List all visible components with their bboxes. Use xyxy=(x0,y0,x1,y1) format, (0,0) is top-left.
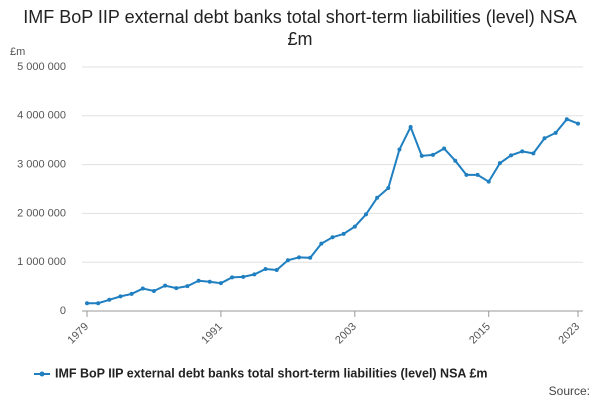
chart-title: IMF BoP IIP external debt banks total sh… xyxy=(23,7,577,49)
point xyxy=(553,130,558,135)
y-tick-label: 3 000 000 xyxy=(17,159,66,171)
point xyxy=(85,301,89,306)
point xyxy=(363,212,368,217)
y-tick-label: 2 000 000 xyxy=(17,207,66,219)
point xyxy=(230,275,235,280)
point xyxy=(319,241,324,246)
legend-label: IMF BoP IIP external debt banks total sh… xyxy=(55,366,488,380)
legend-marker xyxy=(39,371,45,377)
point xyxy=(564,117,569,122)
point xyxy=(509,153,514,158)
point xyxy=(408,125,413,130)
x-tick-label: 1979 xyxy=(65,321,91,347)
point xyxy=(151,288,156,293)
point xyxy=(285,258,290,263)
line xyxy=(86,118,579,305)
point xyxy=(196,278,201,283)
point xyxy=(218,281,223,286)
point xyxy=(107,297,112,302)
point xyxy=(241,274,246,279)
source: Source: xyxy=(549,384,590,398)
point xyxy=(118,294,123,299)
point xyxy=(386,186,391,191)
point xyxy=(263,267,268,272)
x-tick-label: 2003 xyxy=(333,321,359,347)
point xyxy=(341,231,346,236)
point xyxy=(140,286,145,291)
x-tick-label: 2023 xyxy=(556,321,582,347)
x-tick-label: 2015 xyxy=(467,321,493,347)
point xyxy=(274,268,279,273)
x-tick-label: 1991 xyxy=(199,321,225,347)
point xyxy=(397,147,402,152)
point xyxy=(542,136,547,141)
point xyxy=(497,161,502,166)
point xyxy=(352,224,357,229)
point xyxy=(520,149,525,154)
point xyxy=(163,283,168,288)
point xyxy=(129,291,134,296)
y-tick-label: 4 000 000 xyxy=(17,110,66,122)
y-tick-label: 1 000 000 xyxy=(17,256,66,268)
point xyxy=(96,301,101,306)
point xyxy=(308,255,313,260)
point xyxy=(531,151,536,156)
point xyxy=(430,152,435,157)
y-tick-label: 5 000 000 xyxy=(17,61,66,73)
point xyxy=(252,272,257,277)
y-tick-label: 0 xyxy=(60,305,66,317)
point xyxy=(419,153,424,158)
point xyxy=(207,279,212,284)
point xyxy=(297,255,302,260)
point xyxy=(453,158,458,163)
point xyxy=(375,195,380,200)
point xyxy=(486,179,491,184)
point xyxy=(185,284,190,289)
point xyxy=(442,146,447,151)
point xyxy=(174,286,179,291)
point xyxy=(576,121,580,126)
point xyxy=(475,172,480,177)
point xyxy=(464,172,469,177)
point xyxy=(330,235,335,240)
y-axis-label: £m xyxy=(10,46,25,58)
